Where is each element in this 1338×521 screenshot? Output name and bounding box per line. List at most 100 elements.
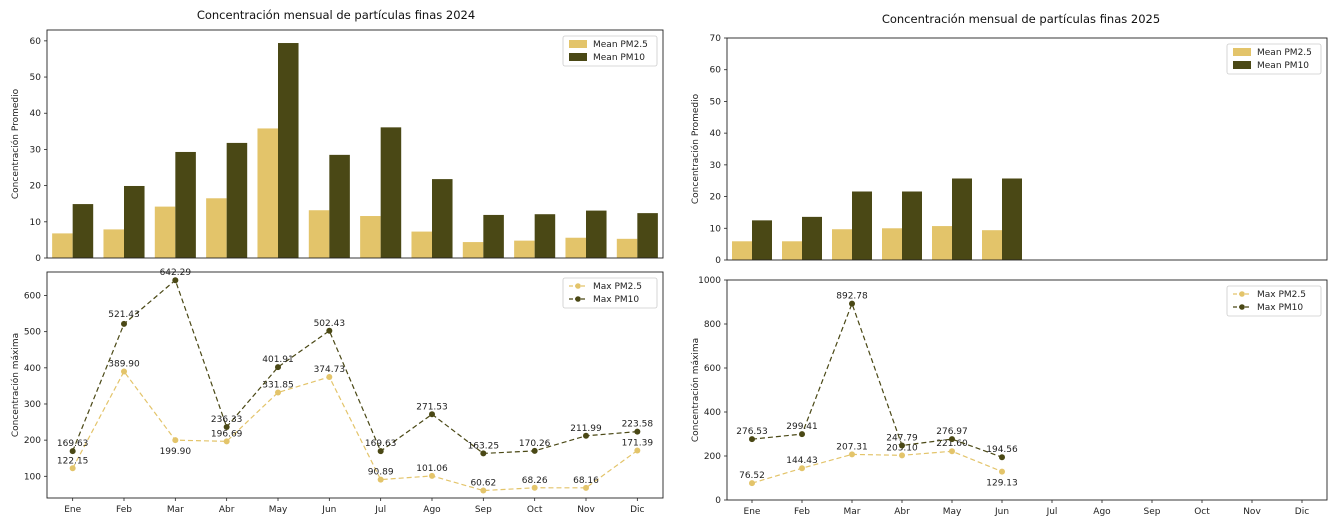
bar-pm25 [103, 229, 124, 258]
x-tick-label: Jun [994, 507, 1009, 517]
x-tick-label: Dic [1295, 507, 1309, 517]
y-tick-label: 20 [710, 193, 722, 203]
data-point [531, 484, 538, 491]
y-tick-label: 200 [704, 452, 721, 462]
data-point [223, 424, 230, 431]
data-label: 144.43 [786, 456, 818, 466]
y-tick-label: 600 [24, 292, 41, 302]
data-label: 236.33 [211, 415, 243, 425]
x-tick-label: Nov [577, 505, 595, 515]
data-point [377, 476, 384, 483]
y-tick-label: 10 [710, 224, 722, 234]
data-point [634, 447, 641, 454]
bar-pm25 [514, 240, 535, 258]
bar-pm25 [982, 230, 1002, 260]
data-label: 211.99 [570, 424, 602, 434]
data-label: 101.06 [416, 464, 448, 474]
data-point [223, 438, 230, 445]
mean-chart-2024: 0 10 20 30 40 50 60 Concentración Promedio Mean … [10, 29, 664, 264]
data-point [172, 437, 179, 444]
legend-marker [1239, 304, 1245, 310]
bar-pm10 [802, 216, 822, 260]
data-label: 271.53 [416, 402, 448, 412]
legend-label: Max PM2.5 [593, 282, 642, 292]
data-label: 374.73 [314, 365, 346, 375]
series-line-pm10 [72, 279, 638, 455]
bar-pm25 [411, 231, 432, 258]
bar-pm10 [329, 154, 350, 258]
data-label: 892.78 [836, 292, 868, 302]
bar-pm10 [278, 43, 299, 259]
x-tick-label: Ene [64, 505, 81, 515]
bar-pm25 [932, 226, 952, 260]
mean-chart-2025: 0 10 20 30 40 50 60 70 Concentración Promedio Mea… [690, 34, 1328, 266]
x-tick-label: Feb [116, 505, 132, 515]
series-line-pm25 [72, 370, 638, 492]
data-point [583, 432, 589, 439]
x-tick-label: Abr [894, 507, 910, 517]
y-tick-label: 400 [704, 408, 721, 418]
data-label: 194.56 [986, 445, 1018, 455]
data-point [799, 465, 805, 472]
x-tick-label: Feb [794, 507, 810, 517]
data-point [326, 373, 333, 380]
plot-frame [726, 37, 1328, 261]
data-label: 299.41 [786, 422, 818, 432]
bar-pm25 [52, 233, 73, 258]
legend-label: Mean PM10 [593, 53, 645, 63]
y-tick-label: 300 [24, 400, 41, 410]
bar-pm10 [432, 179, 453, 258]
data-label: 221.60 [936, 439, 968, 449]
data-label: 207.31 [836, 442, 868, 452]
data-point [899, 452, 905, 459]
data-point [531, 447, 538, 454]
y-tick-label: 50 [30, 73, 42, 83]
plot-frame [726, 279, 1328, 501]
max-chart-2024: 100 200 300 400 500 600 Concentración máxima En… [10, 268, 664, 515]
bar-pm25 [616, 238, 638, 258]
data-label: 60.62 [470, 479, 496, 489]
data-point [849, 451, 855, 458]
data-label: 331.85 [262, 380, 294, 390]
legend-swatch [569, 40, 587, 48]
bar-pm25 [206, 198, 227, 258]
data-label: 389.90 [108, 359, 140, 369]
bar-pm25 [882, 228, 902, 260]
x-tick-label: Mar [167, 505, 184, 515]
x-tick-label: Ene [744, 507, 761, 517]
y-tick-label: 30 [30, 145, 42, 155]
legend-marker [1239, 291, 1245, 297]
data-point [749, 480, 755, 487]
x-tick-label: Sep [475, 505, 492, 515]
x-tick-label: Mar [844, 507, 861, 517]
series-line-pm10 [751, 301, 1003, 458]
data-label: 401.91 [262, 355, 294, 365]
data-point [899, 442, 905, 449]
legend-label: Max PM10 [593, 295, 639, 305]
data-point [429, 472, 435, 479]
data-label: 196.69 [211, 429, 243, 439]
bar-pm10 [72, 204, 94, 258]
x-tick-label: Jul [1046, 507, 1058, 517]
legend-swatch [569, 53, 587, 61]
bar-pm10 [380, 127, 402, 258]
y-tick-label: 0 [35, 254, 41, 264]
bar-pm10 [586, 210, 607, 258]
bar-pm10 [637, 213, 658, 258]
plot-frame [46, 271, 664, 499]
x-tick-label: Abr [219, 505, 235, 515]
bar-pm25 [782, 241, 802, 260]
chart-title-2024: Concentración mensual de partículas fina… [197, 8, 475, 22]
legend-label: Max PM10 [1257, 303, 1303, 313]
legend-label: Mean PM10 [1257, 61, 1309, 71]
y-axis-label: Concentración Promedio [690, 93, 701, 204]
chart-title-2025: Concentración mensual de partículas fina… [882, 12, 1160, 26]
y-axis-label: Concentración máxima [10, 333, 21, 437]
data-label: 276.97 [936, 427, 968, 437]
data-point [172, 277, 179, 284]
y-tick-label: 600 [704, 364, 721, 374]
legend-swatch [1233, 61, 1251, 69]
y-tick-label: 20 [30, 182, 42, 192]
data-label: 199.90 [160, 447, 192, 457]
y-tick-label: 0 [715, 496, 721, 506]
